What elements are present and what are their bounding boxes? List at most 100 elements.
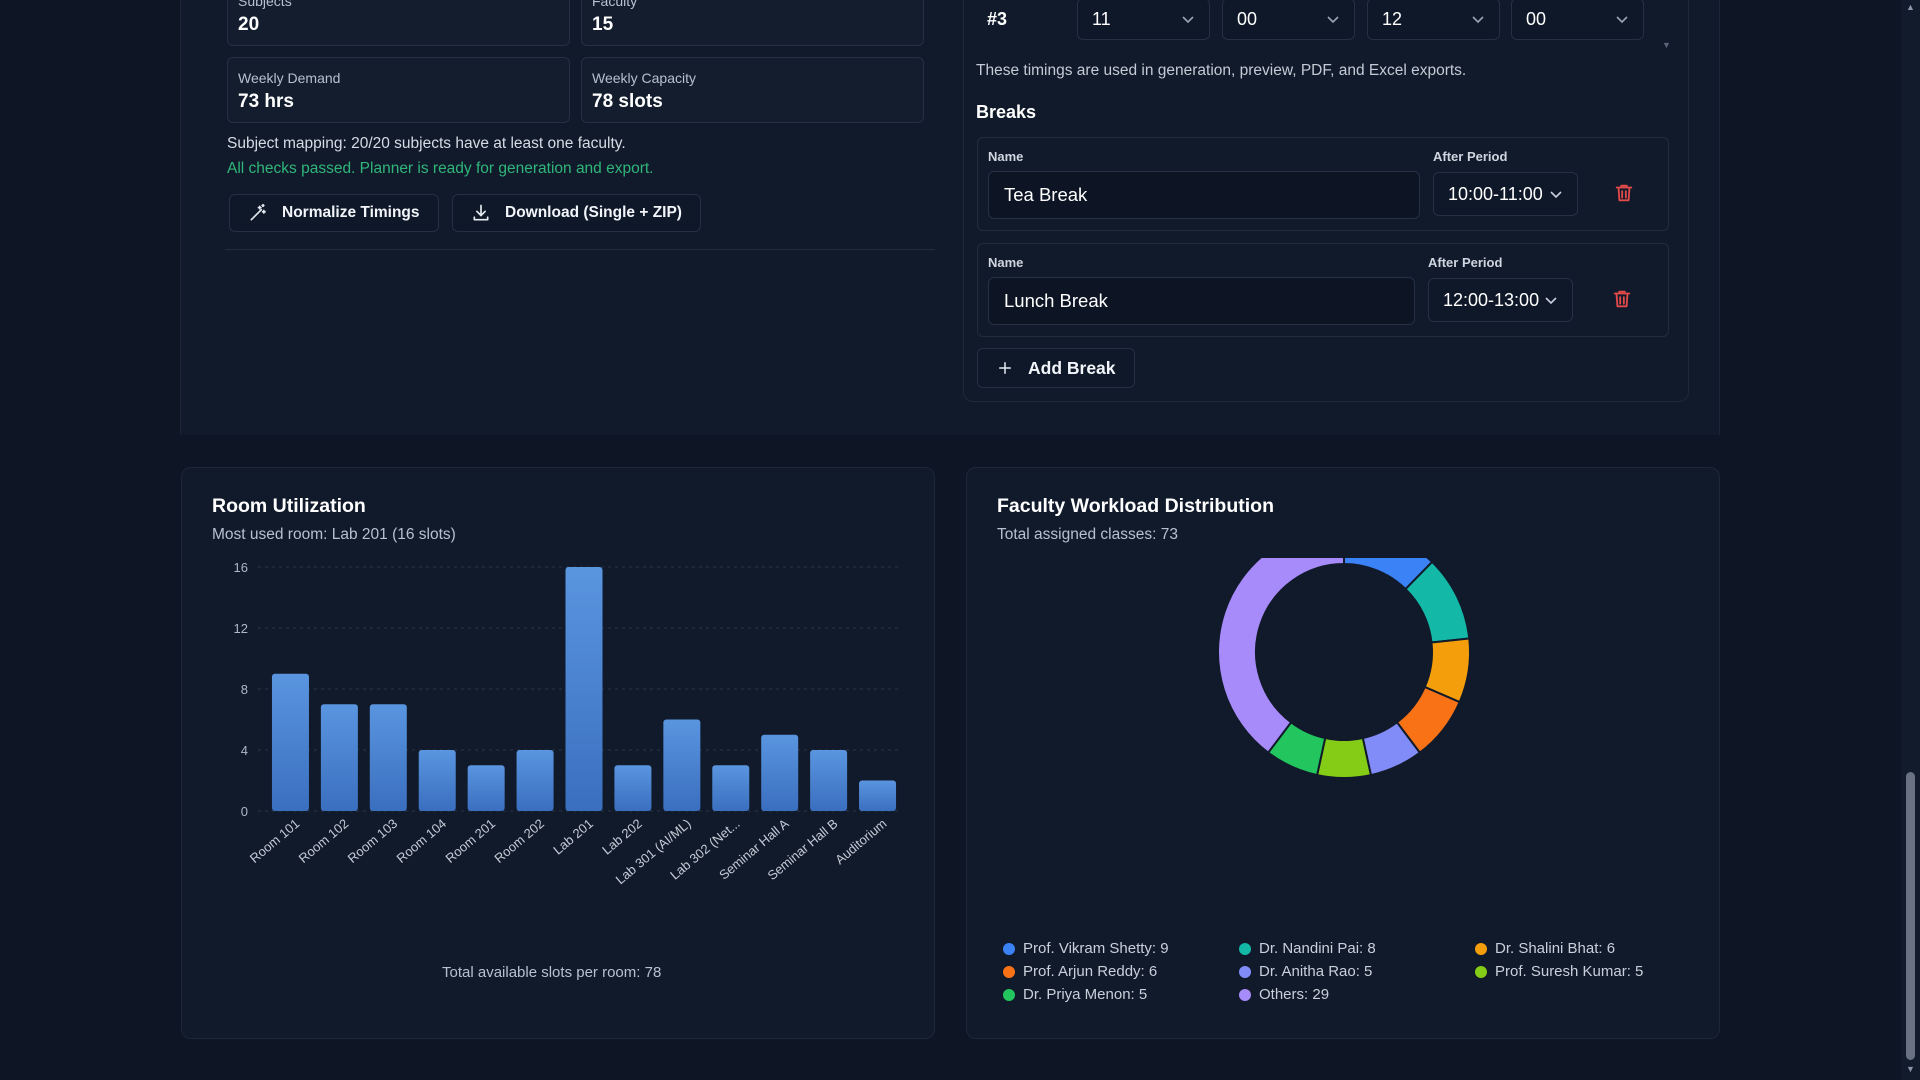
add-break-button[interactable]: Add Break	[977, 348, 1135, 388]
bar[interactable]	[565, 567, 603, 811]
bar[interactable]	[516, 750, 554, 811]
period-number: #3	[987, 9, 1008, 29]
stat-value: 15	[592, 14, 614, 35]
y-tick-label: 0	[241, 804, 248, 819]
legend-swatch	[1239, 988, 1251, 1001]
break-name-input[interactable]: Lunch Break	[988, 277, 1415, 325]
break-name-label: Name	[988, 255, 1024, 270]
stat-subjects: Subjects 20	[227, 0, 570, 46]
select-value: 12:00-13:00	[1443, 289, 1540, 310]
card-title: Room Utilization	[212, 495, 366, 517]
x-tick-label: Room 103	[345, 816, 401, 866]
end-minute-select[interactable]: 00	[1511, 0, 1644, 40]
bar[interactable]	[320, 704, 358, 811]
legend-label: Prof. Vikram Shetty: 9	[1023, 940, 1169, 957]
scrollbar-thumb[interactable]	[1906, 772, 1915, 1060]
start-hour-select[interactable]: 11	[1077, 0, 1210, 40]
chevron-down-icon	[1550, 191, 1562, 199]
bar[interactable]	[467, 765, 505, 811]
download-button[interactable]: Download (Single + ZIP)	[452, 194, 701, 232]
bar[interactable]	[810, 750, 848, 811]
select-value: 10:00-11:00	[1448, 183, 1543, 204]
chevron-down-icon	[1472, 16, 1484, 24]
scroll-up-arrow-icon[interactable]: ▲	[1906, 2, 1915, 12]
legend-label: Prof. Suresh Kumar: 5	[1495, 963, 1644, 980]
legend-label: Prof. Arjun Reddy: 6	[1023, 963, 1158, 980]
donut-slice[interactable]	[1315, 736, 1373, 779]
trash-icon[interactable]	[1611, 288, 1633, 310]
scrollbar[interactable]: ▲ ▼	[1901, 0, 1920, 1080]
end-hour-select[interactable]: 12	[1367, 0, 1500, 40]
x-tick-label: Room 201	[442, 816, 498, 866]
scroll-down-arrow-icon[interactable]: ▼	[1906, 1064, 1915, 1074]
legend-item[interactable]: Dr. Nandini Pai: 8	[1239, 940, 1475, 957]
scroll-down-caret-icon[interactable]: ▼	[1662, 40, 1671, 50]
legend-label: Dr. Anitha Rao: 5	[1259, 963, 1373, 980]
card-subtitle: Most used room: Lab 201 (16 slots)	[212, 526, 456, 543]
stat-label: Weekly Demand	[238, 70, 341, 86]
start-minute-select[interactable]: 00	[1222, 0, 1355, 40]
break-name-input[interactable]: Tea Break	[988, 171, 1420, 219]
legend-item[interactable]: Dr. Shalini Bhat: 6	[1475, 940, 1675, 957]
legend-item[interactable]: Prof. Arjun Reddy: 6	[1003, 963, 1239, 980]
select-value: 00	[1237, 8, 1258, 29]
legend-label: Dr. Priya Menon: 5	[1023, 986, 1148, 1003]
breaks-heading: Breaks	[976, 102, 1037, 122]
download-label: Download (Single + ZIP)	[505, 204, 682, 221]
normalize-timings-button[interactable]: Normalize Timings	[229, 194, 439, 232]
stat-label: Faculty	[592, 0, 638, 9]
stat-value: 73 hrs	[238, 91, 294, 112]
room-utilization-card: Room Utilization Most used room: Lab 201…	[181, 467, 935, 1039]
bar[interactable]	[369, 704, 407, 811]
x-tick-label: Room 202	[491, 816, 547, 866]
magic-wand-icon	[250, 203, 266, 221]
break-name-label: Name	[988, 149, 1024, 164]
faculty-workload-card: Faculty Workload Distribution Total assi…	[966, 467, 1720, 1039]
bar[interactable]	[614, 765, 652, 811]
bar[interactable]	[859, 780, 897, 812]
legend-swatch	[1003, 942, 1015, 955]
legend-item[interactable]: Dr. Anitha Rao: 5	[1239, 963, 1475, 980]
stat-weekly-capacity: Weekly Capacity 78 slots	[581, 57, 924, 123]
bar[interactable]	[418, 750, 456, 811]
chevron-down-icon	[1327, 16, 1339, 24]
plus-icon	[999, 362, 1011, 374]
legend-item[interactable]: Prof. Suresh Kumar: 5	[1475, 963, 1675, 980]
after-period-select[interactable]: 12:00-13:00	[1428, 278, 1573, 322]
select-value: 00	[1526, 8, 1547, 29]
bar[interactable]	[761, 734, 799, 811]
legend-swatch	[1239, 942, 1251, 955]
y-tick-label: 16	[234, 560, 248, 575]
break-row: Name After Period Lunch Break 12:00-13:0…	[977, 243, 1669, 337]
bar[interactable]	[712, 765, 750, 811]
break-row: Name After Period Tea Break 10:00-11:00	[977, 137, 1669, 231]
stat-label: Weekly Capacity	[592, 70, 697, 86]
after-period-label: After Period	[1428, 255, 1503, 270]
x-tick-label: Room 102	[296, 816, 352, 866]
x-tick-label: Auditorium	[832, 816, 889, 867]
legend-swatch	[1475, 942, 1487, 955]
trash-icon[interactable]	[1613, 182, 1635, 204]
bar[interactable]	[663, 719, 701, 812]
subject-mapping-text: Subject mapping: 20/20 subjects have at …	[227, 135, 626, 152]
donut-slice[interactable]	[1217, 558, 1345, 755]
bar[interactable]	[271, 673, 309, 811]
legend-swatch	[1003, 988, 1015, 1001]
stat-value: 20	[238, 14, 260, 35]
x-tick-label: Lab 202	[599, 816, 645, 858]
y-tick-label: 8	[241, 682, 248, 697]
x-tick-label: Lab 201	[550, 816, 596, 858]
after-period-select[interactable]: 10:00-11:00	[1433, 172, 1578, 216]
legend-item[interactable]: Others: 29	[1239, 986, 1475, 1003]
x-tick-label: Room 104	[394, 816, 450, 866]
y-tick-label: 4	[241, 743, 248, 758]
card-title: Faculty Workload Distribution	[997, 495, 1274, 517]
stat-weekly-demand: Weekly Demand 73 hrs	[227, 57, 570, 123]
add-break-label: Add Break	[1028, 357, 1116, 378]
normalize-timings-label: Normalize Timings	[282, 204, 420, 221]
workload-donut-chart	[1217, 558, 1471, 779]
legend-swatch	[1239, 965, 1251, 978]
legend-item[interactable]: Dr. Priya Menon: 5	[1003, 986, 1239, 1003]
legend-item[interactable]: Prof. Vikram Shetty: 9	[1003, 940, 1239, 957]
